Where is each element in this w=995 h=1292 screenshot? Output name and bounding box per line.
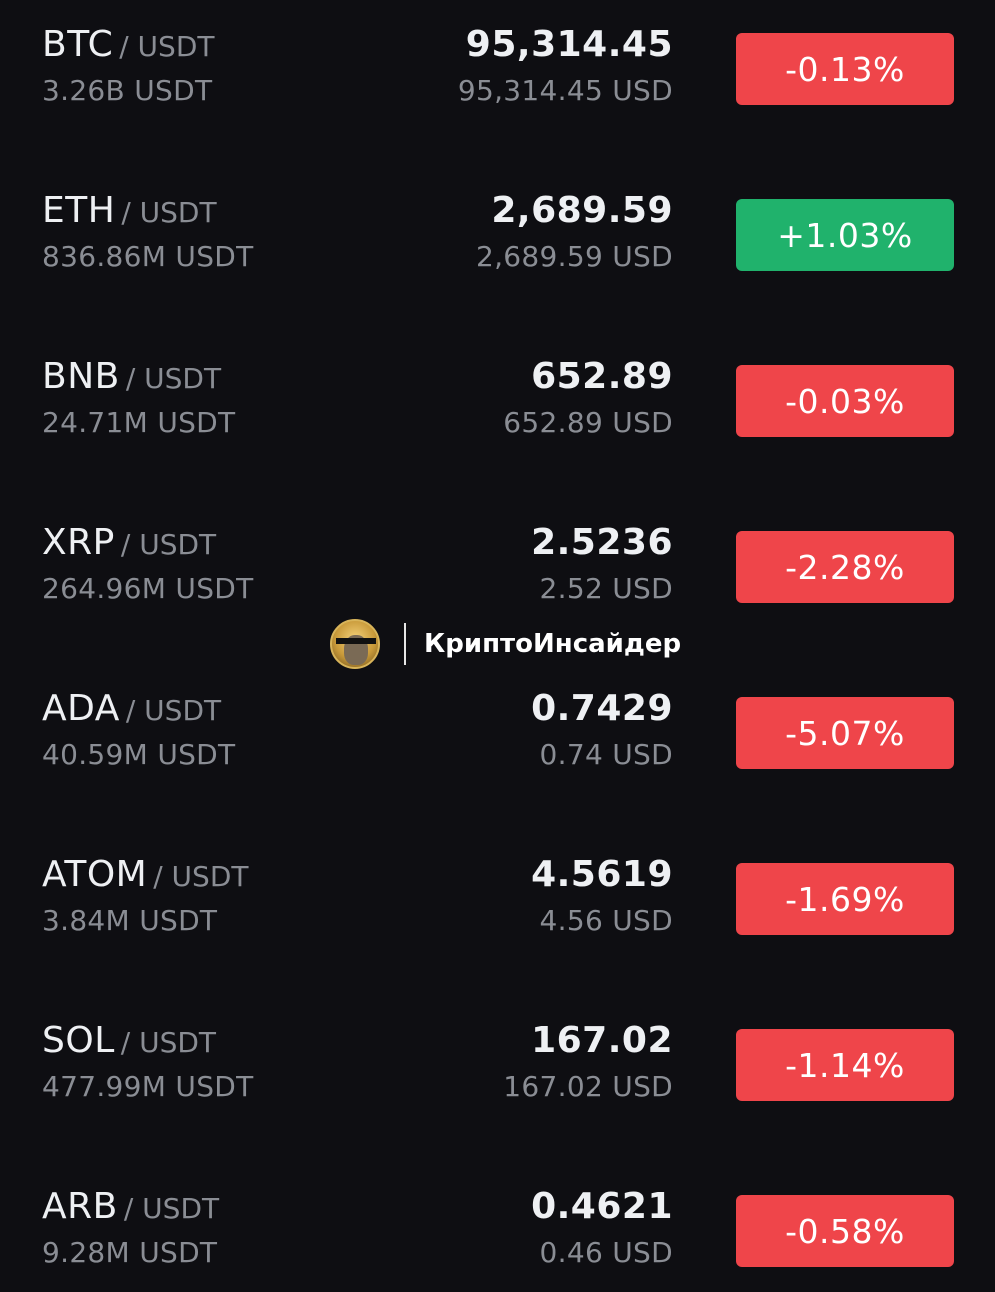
change-badge[interactable]: -0.13% <box>736 33 954 105</box>
base-symbol: SOL <box>42 1020 115 1061</box>
quote-symbol: / USDT <box>123 1192 220 1225</box>
ticker-row-arb[interactable]: ARB / USDT 9.28M USDT 0.4621 0.46 USD -0.… <box>0 1172 995 1292</box>
quote-symbol: / USDT <box>125 694 222 727</box>
trading-pair: SOL / USDT <box>42 1020 216 1061</box>
watermark-text: КриптоИнсайдер <box>424 629 682 659</box>
trading-pair: ETH / USDT <box>42 190 217 231</box>
change-badge[interactable]: -5.07% <box>736 697 954 769</box>
last-price: 0.7429 <box>531 688 673 729</box>
change-badge[interactable]: -1.14% <box>736 1029 954 1101</box>
base-symbol: ETH <box>42 190 116 231</box>
base-symbol: ATOM <box>42 854 148 895</box>
trading-pair: BNB / USDT <box>42 356 221 397</box>
base-symbol: BNB <box>42 356 120 397</box>
watermark: КриптоИнсайдер <box>330 618 681 670</box>
change-badge[interactable]: -1.69% <box>736 863 954 935</box>
price-usd: 0.46 USD <box>539 1236 673 1269</box>
last-price: 95,314.45 <box>465 24 673 65</box>
change-badge[interactable]: +1.03% <box>736 199 954 271</box>
price-usd: 95,314.45 USD <box>457 74 673 107</box>
last-price: 2.5236 <box>531 522 673 563</box>
ticker-row-btc[interactable]: BTC / USDT 3.26B USDT 95,314.45 95,314.45… <box>0 10 995 130</box>
price-usd: 0.74 USD <box>539 738 673 771</box>
quote-symbol: / USDT <box>120 528 217 561</box>
volume-24h: 3.26B USDT <box>42 74 213 107</box>
last-price: 4.5619 <box>531 854 673 895</box>
trading-pair: ARB / USDT <box>42 1186 219 1227</box>
volume-24h: 3.84M USDT <box>42 904 218 937</box>
price-usd: 167.02 USD <box>503 1070 673 1103</box>
volume-24h: 477.99M USDT <box>42 1070 254 1103</box>
channel-logo-icon <box>330 619 380 669</box>
ticker-row-xrp[interactable]: XRP / USDT 264.96M USDT 2.5236 2.52 USD -… <box>0 508 995 628</box>
quote-symbol: / USDT <box>121 196 217 229</box>
base-symbol: XRP <box>42 522 115 563</box>
price-usd: 2,689.59 USD <box>475 240 673 273</box>
base-symbol: ADA <box>42 688 120 729</box>
ticker-row-atom[interactable]: ATOM / USDT 3.84M USDT 4.5619 4.56 USD -1… <box>0 840 995 960</box>
change-badge[interactable]: -0.58% <box>736 1195 954 1267</box>
price-usd: 2.52 USD <box>539 572 673 605</box>
volume-24h: 9.28M USDT <box>42 1236 218 1269</box>
last-price: 2,689.59 <box>491 190 673 231</box>
last-price: 652.89 <box>531 356 673 397</box>
price-usd: 652.89 USD <box>503 406 673 439</box>
price-usd: 4.56 USD <box>539 904 673 937</box>
quote-symbol: / USDT <box>125 362 222 395</box>
change-badge[interactable]: -2.28% <box>736 531 954 603</box>
volume-24h: 24.71M USDT <box>42 406 236 439</box>
quote-symbol: / USDT <box>120 1026 217 1059</box>
trading-pair: XRP / USDT <box>42 522 216 563</box>
volume-24h: 264.96M USDT <box>42 572 254 605</box>
ticker-row-bnb[interactable]: BNB / USDT 24.71M USDT 652.89 652.89 USD … <box>0 342 995 462</box>
last-price: 167.02 <box>531 1020 673 1061</box>
base-symbol: ARB <box>42 1186 118 1227</box>
watermark-divider <box>404 623 406 665</box>
trading-pair: ATOM / USDT <box>42 854 248 895</box>
ticker-row-eth[interactable]: ETH / USDT 836.86M USDT 2,689.59 2,689.59… <box>0 176 995 296</box>
base-symbol: BTC <box>42 24 114 65</box>
trading-pair: ADA / USDT <box>42 688 221 729</box>
last-price: 0.4621 <box>531 1186 673 1227</box>
ticker-row-ada[interactable]: ADA / USDT 40.59M USDT 0.7429 0.74 USD -5… <box>0 674 995 794</box>
change-badge[interactable]: -0.03% <box>736 365 954 437</box>
volume-24h: 40.59M USDT <box>42 738 236 771</box>
quote-symbol: / USDT <box>119 30 215 63</box>
volume-24h: 836.86M USDT <box>42 240 254 273</box>
trading-pair: BTC / USDT <box>42 24 214 65</box>
quote-symbol: / USDT <box>153 860 249 893</box>
ticker-row-sol[interactable]: SOL / USDT 477.99M USDT 167.02 167.02 USD… <box>0 1006 995 1126</box>
